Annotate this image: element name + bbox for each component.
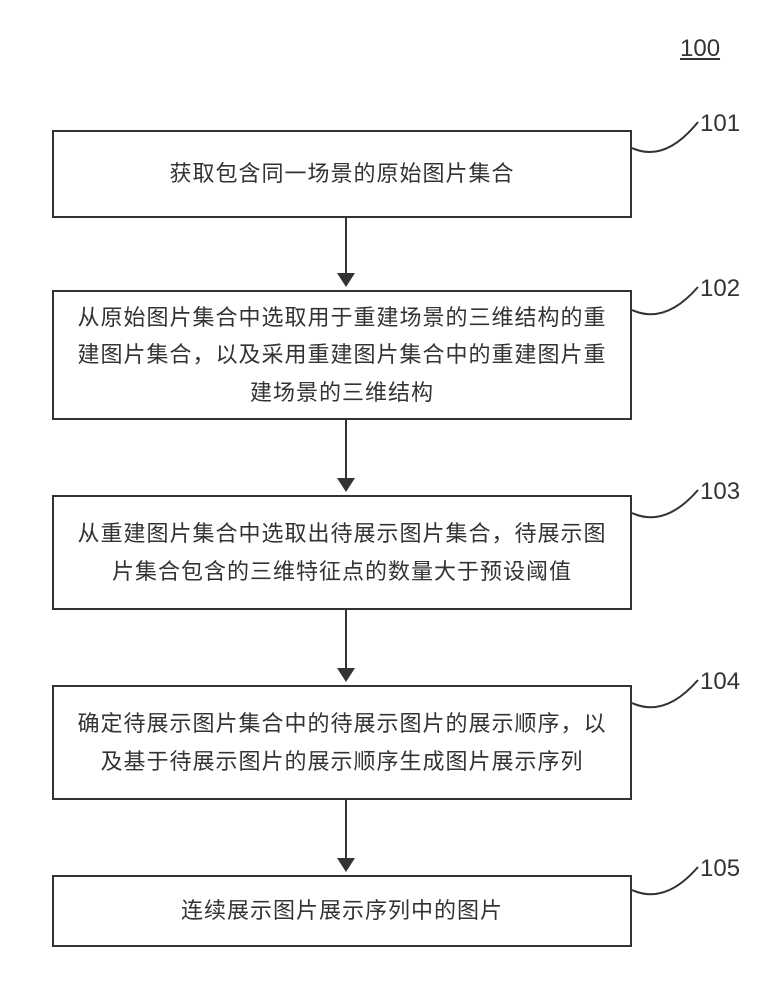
step-text: 从重建图片集合中选取出待展示图片集合，待展示图片集合包含的三维特征点的数量大于预… xyxy=(74,515,610,590)
arrow-head-icon xyxy=(337,668,355,682)
step-label-5: 105 xyxy=(700,855,740,883)
arrow-line xyxy=(345,218,347,273)
flowchart-step-3: 从重建图片集合中选取出待展示图片集合，待展示图片集合包含的三维特征点的数量大于预… xyxy=(52,495,632,610)
diagram-title-label: 100 xyxy=(680,35,720,63)
flowchart-step-2: 从原始图片集合中选取用于重建场景的三维结构的重建图片集合，以及采用重建图片集合中… xyxy=(52,290,632,420)
step-label-3: 103 xyxy=(700,478,740,506)
flow-arrow-4 xyxy=(337,800,355,872)
arrow-head-icon xyxy=(337,858,355,872)
arrow-head-icon xyxy=(337,478,355,492)
curve-connector-4 xyxy=(627,675,703,728)
curve-connector-5 xyxy=(627,862,703,915)
flow-arrow-1 xyxy=(337,218,355,287)
flow-arrow-3 xyxy=(337,610,355,682)
step-label-4: 104 xyxy=(700,668,740,696)
step-label-2: 102 xyxy=(700,275,740,303)
curve-connector-2 xyxy=(627,282,703,335)
curve-connector-3 xyxy=(627,485,703,538)
step-text: 获取包含同一场景的原始图片集合 xyxy=(169,155,514,192)
step-text: 连续展示图片展示序列中的图片 xyxy=(181,892,503,929)
arrow-head-icon xyxy=(337,273,355,287)
step-text: 从原始图片集合中选取用于重建场景的三维结构的重建图片集合，以及采用重建图片集合中… xyxy=(74,299,610,411)
step-label-1: 101 xyxy=(700,110,740,138)
flowchart-step-4: 确定待展示图片集合中的待展示图片的展示顺序，以及基于待展示图片的展示顺序生成图片… xyxy=(52,685,632,800)
step-text: 确定待展示图片集合中的待展示图片的展示顺序，以及基于待展示图片的展示顺序生成图片… xyxy=(74,705,610,780)
flowchart-step-5: 连续展示图片展示序列中的图片 xyxy=(52,875,632,947)
curve-connector-1 xyxy=(627,117,703,173)
arrow-line xyxy=(345,800,347,858)
flow-arrow-2 xyxy=(337,420,355,492)
arrow-line xyxy=(345,610,347,668)
flowchart-step-1: 获取包含同一场景的原始图片集合 xyxy=(52,130,632,218)
arrow-line xyxy=(345,420,347,478)
